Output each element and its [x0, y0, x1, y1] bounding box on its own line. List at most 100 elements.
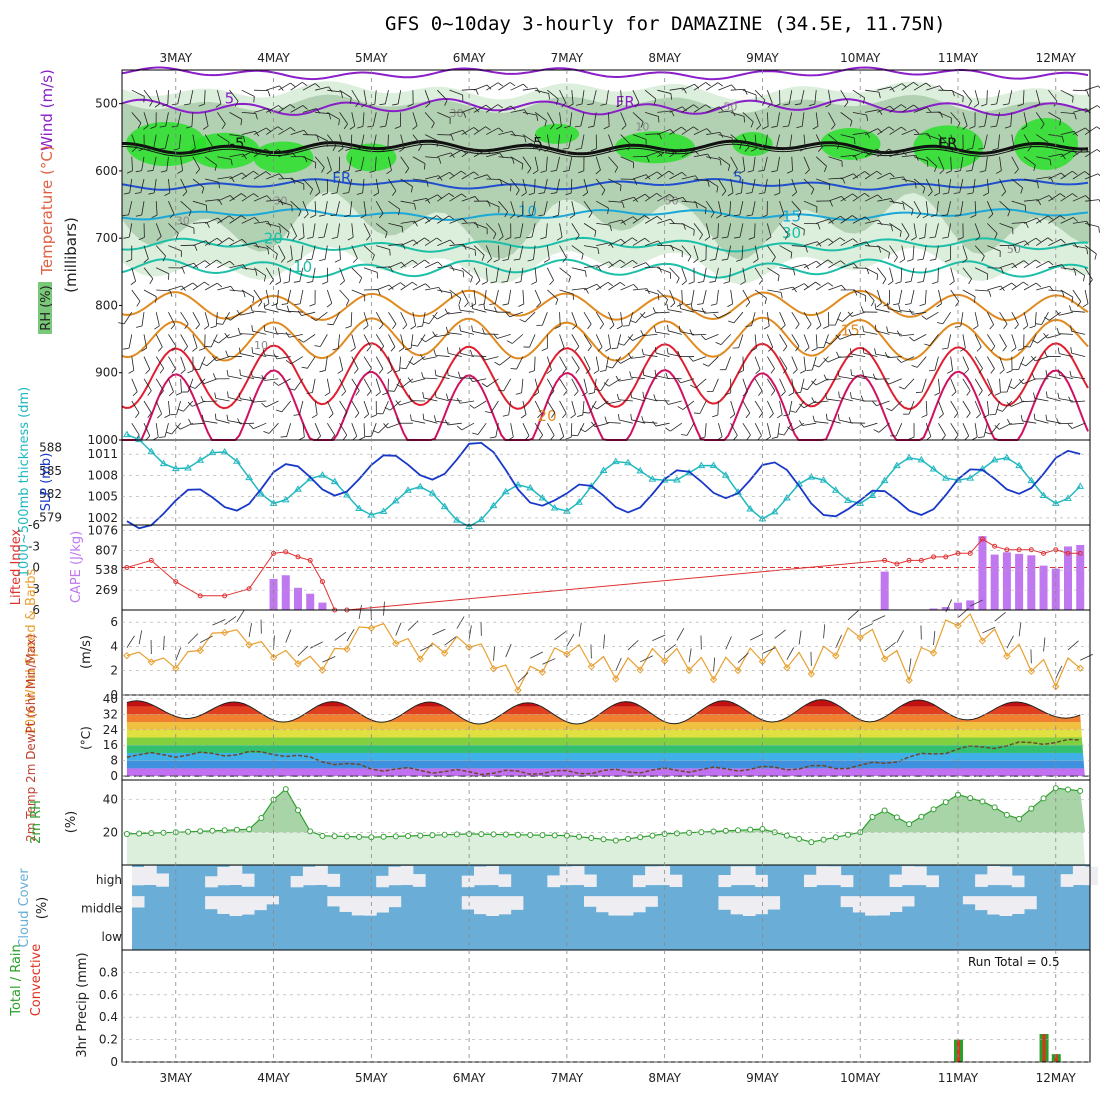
wind-barb-flag — [693, 258, 699, 263]
wind-barb-10m — [297, 645, 309, 657]
wind-barb — [192, 200, 207, 206]
wind-barb-flag — [433, 349, 436, 356]
wind-barb — [754, 422, 762, 436]
wind-barb — [339, 400, 348, 414]
wind-barb-flag — [1088, 279, 1093, 285]
wind-barb — [612, 356, 621, 369]
wind-barb — [228, 333, 242, 339]
wind-barb — [901, 356, 915, 363]
wind-barb — [460, 377, 475, 380]
wind-barb-10m — [383, 601, 385, 616]
wind-barb-10m — [1067, 640, 1079, 651]
wind-barb — [1023, 259, 1036, 269]
wind-barb-flag — [753, 258, 759, 263]
wind-barb-flag — [792, 369, 798, 374]
temp-bands — [126, 699, 1086, 777]
wind-barb-flag — [332, 347, 339, 351]
rh-point — [233, 826, 240, 833]
thickness-point — [257, 490, 266, 497]
wind-barb-flag — [922, 214, 929, 219]
wind-barb — [997, 134, 1000, 149]
wind-barb — [631, 376, 646, 380]
wind-barb-flag — [609, 242, 614, 248]
wind-barb-10m — [542, 658, 556, 665]
wind-barb-10m — [664, 644, 677, 654]
wind-barb — [486, 200, 500, 208]
wind-barb-flag — [710, 212, 715, 218]
wind-barb-flag — [516, 214, 523, 218]
wind-barb — [399, 400, 414, 406]
wind-barb — [498, 178, 512, 186]
wind-barb-flag — [173, 148, 180, 151]
wind-barb-flag — [942, 236, 949, 239]
wind-barb — [828, 237, 841, 246]
wind-barb-flag — [889, 172, 895, 178]
wind-barb — [875, 330, 890, 335]
wind-barb — [460, 330, 475, 335]
wind-barb — [1046, 375, 1061, 380]
wind-barb-flag — [824, 166, 827, 172]
wind-barb — [830, 334, 841, 345]
wind-barb — [714, 267, 719, 282]
wind-barb — [302, 156, 316, 163]
wind-barb-flag — [718, 106, 724, 112]
wind-barb — [643, 421, 658, 424]
wind-barb-flag — [342, 434, 348, 441]
wind-barb — [510, 178, 520, 191]
wind-barb-flag — [606, 366, 613, 369]
rh-point — [515, 831, 521, 838]
wind-barb-flag — [201, 187, 205, 194]
wind-barb — [588, 400, 597, 414]
wind-barb-flag — [398, 347, 405, 352]
wind-barb — [1060, 242, 1075, 246]
wind-barb-flag — [171, 103, 178, 106]
wind-barb — [962, 89, 972, 102]
thickness-point — [1003, 453, 1011, 461]
wind-barb-flag — [183, 346, 188, 352]
wind-barb-flag — [921, 315, 927, 320]
wind-barb-flag — [412, 125, 418, 130]
wind-barb-flag — [850, 392, 852, 399]
wind-barb — [300, 245, 304, 260]
wind-barb — [644, 311, 658, 319]
rh-point — [637, 834, 644, 841]
contour-label: -5 — [230, 135, 245, 153]
wind-barb — [632, 193, 646, 202]
wind-barb-flag — [426, 180, 429, 187]
wind-barb — [1072, 245, 1087, 249]
wind-barb-flag — [255, 131, 260, 137]
wind-barb — [375, 311, 384, 325]
wind-barb-flag — [543, 259, 550, 263]
wind-barb-flag — [782, 346, 788, 352]
wind-barb — [217, 215, 230, 224]
wind-barb — [1060, 267, 1075, 271]
wind-barb — [725, 356, 732, 370]
wind-barb-flag — [758, 170, 765, 172]
wind-barb — [155, 400, 163, 415]
wind-barb — [815, 134, 823, 148]
cloud-mid-clear — [205, 896, 218, 910]
thickness-point — [941, 474, 950, 481]
cloud-high-clear — [1072, 865, 1086, 886]
wind-barb — [712, 378, 719, 392]
wind-barb-flag — [149, 101, 153, 107]
wind-barb — [203, 400, 218, 402]
wind-barb-flag — [807, 323, 812, 330]
wind-barb — [595, 356, 600, 371]
precip-tick: 0.6 — [99, 988, 118, 1002]
wind-barb — [216, 90, 222, 104]
rh-point — [881, 807, 888, 814]
wind-barb — [180, 178, 188, 192]
wind-barb — [228, 397, 242, 402]
wind-barb-flag — [326, 302, 333, 308]
wind-barb-flag — [670, 302, 676, 308]
wind-barb-flag — [136, 325, 143, 328]
wind-barb-flag — [354, 412, 360, 419]
wind-barb-flag — [594, 230, 597, 237]
wind-barb — [180, 378, 182, 393]
cloud-high-clear — [742, 866, 756, 886]
wind-barb-flag — [939, 85, 944, 91]
wind-barb — [241, 242, 256, 246]
wind-barb-flag — [138, 237, 145, 241]
wind-barb-flag — [444, 100, 448, 106]
